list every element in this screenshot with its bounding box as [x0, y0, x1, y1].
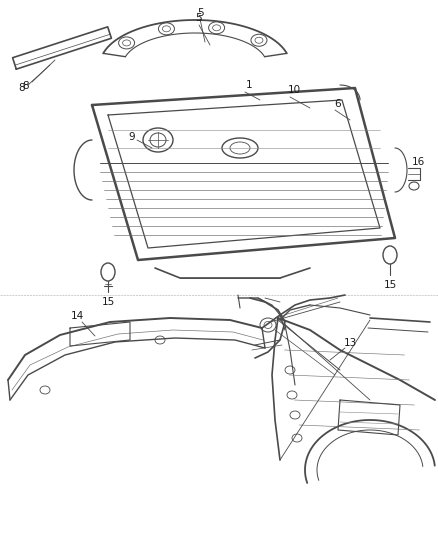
- Text: 5: 5: [196, 13, 202, 23]
- Text: 9: 9: [129, 132, 135, 142]
- Text: 14: 14: [71, 311, 84, 321]
- Text: 15: 15: [101, 297, 115, 307]
- Text: 15: 15: [383, 280, 397, 290]
- Text: 10: 10: [287, 85, 300, 95]
- Text: 1: 1: [246, 80, 252, 90]
- Text: 6: 6: [335, 99, 341, 109]
- Text: 16: 16: [411, 157, 424, 167]
- Text: 5: 5: [197, 8, 203, 18]
- Text: 8: 8: [19, 83, 25, 93]
- Text: 8: 8: [23, 81, 29, 91]
- Text: 13: 13: [343, 338, 357, 348]
